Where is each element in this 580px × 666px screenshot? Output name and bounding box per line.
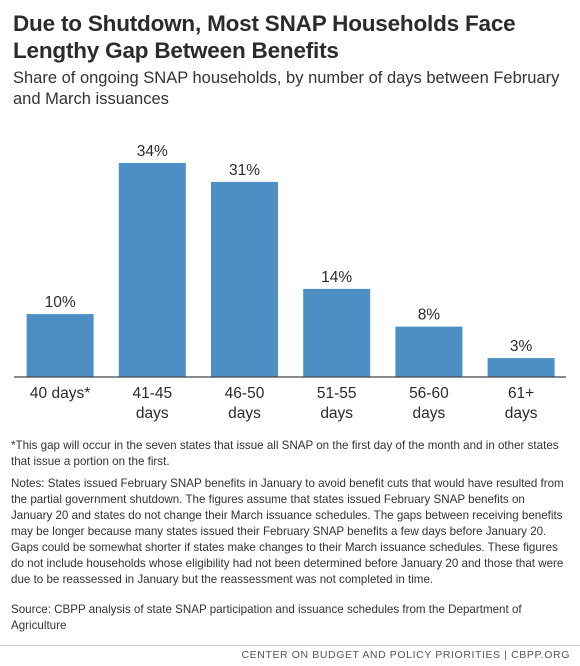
x-tick-label-3-line-0: 51-55 — [317, 385, 357, 402]
footer-divider — [0, 645, 580, 646]
bar-3 — [303, 288, 371, 377]
x-tick-label-1-line-0: 41-45 — [132, 385, 172, 402]
bar-value-label-0: 10% — [45, 294, 76, 311]
footer-credit: CENTER ON BUDGET AND POLICY PRIORITIES |… — [241, 649, 570, 661]
x-tick-label-5-line-1: days — [505, 405, 538, 422]
bar-value-label-3: 14% — [321, 269, 352, 286]
x-tick-label-4-line-1: days — [413, 405, 446, 422]
notes-paragraph: Notes: States issued February SNAP benef… — [11, 477, 564, 586]
bar-1 — [118, 163, 186, 377]
x-tick-labels-group: 40 days* 41-45 days 46-50 days 51-55 days 56-60… — [30, 385, 538, 422]
bars-group — [26, 163, 555, 377]
x-tick-label-3-line-1: days — [320, 405, 353, 422]
source-note: Source: CBPP analysis of state SNAP part… — [11, 603, 522, 632]
value-labels-group: 10% 34% 31% 14% 8% 3% — [45, 143, 533, 355]
chart-title: Due to Shutdown, Most SNAP Households Fa… — [13, 11, 516, 63]
x-tick-label-5-line-0: 61+ — [508, 385, 534, 402]
bar-value-label-5: 3% — [510, 338, 533, 355]
bar-value-label-4: 8% — [418, 307, 441, 324]
bar-2 — [211, 181, 278, 377]
footnote: *This gap will occur in the seven states… — [11, 439, 559, 468]
x-tick-label-0: 40 days* — [30, 385, 90, 402]
bar-0 — [26, 314, 94, 377]
x-tick-label-2-line-0: 46-50 — [225, 385, 265, 402]
bar-chart: 10% 34% 31% 14% 8% 3% 40 days* 41-45 days 46-50 d… — [14, 143, 566, 422]
bar-value-label-1: 34% — [137, 143, 168, 160]
x-tick-label-2-line-1: days — [228, 405, 261, 422]
x-tick-label-4-line-0: 56-60 — [409, 385, 449, 402]
bar-value-label-2: 31% — [229, 162, 260, 179]
chart-subtitle: Share of ongoing SNAP households, by num… — [13, 69, 560, 108]
x-tick-label-1-line-1: days — [136, 405, 169, 422]
bar-5 — [487, 358, 555, 377]
bar-4 — [395, 326, 463, 377]
